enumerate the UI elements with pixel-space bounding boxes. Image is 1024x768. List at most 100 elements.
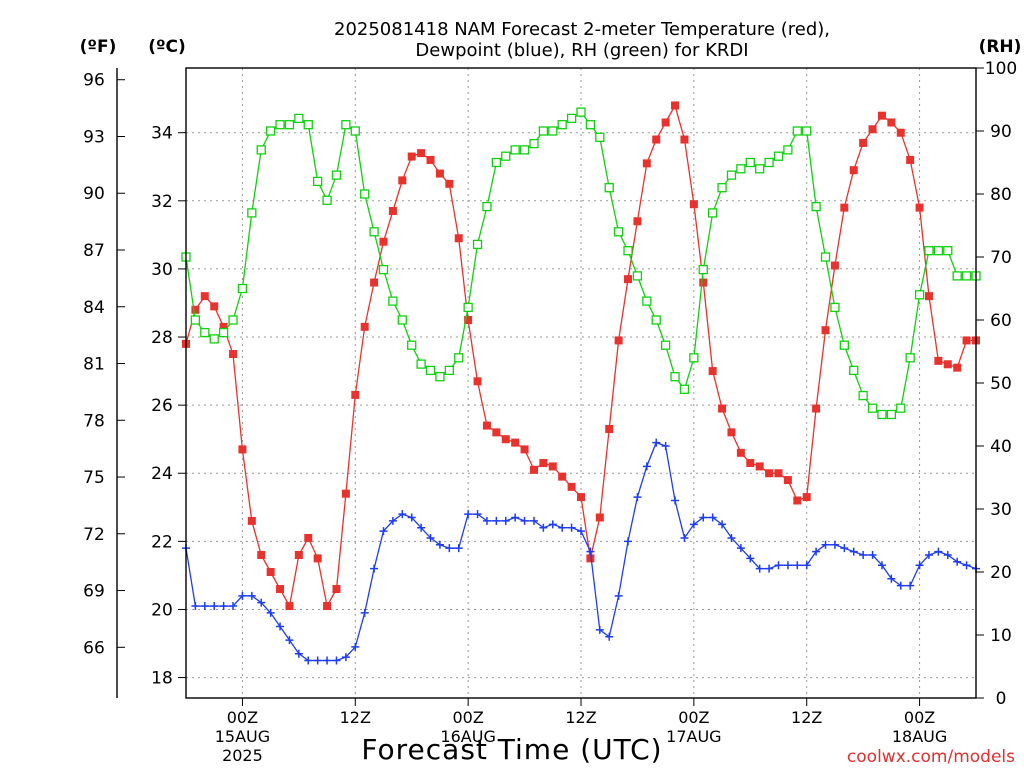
watermark-text: coolwx.com/models [847,747,1015,767]
rh-tick-label: 90 [990,122,1012,142]
rh-point [294,113,304,124]
temperature-point [830,261,839,270]
temperature-point [586,554,595,563]
dewpoint-point [529,516,538,525]
rh-point [228,315,238,325]
rh-point [764,157,774,168]
x-tick-label: 12Z [565,708,596,727]
fahrenheit-tick-label: 66 [83,638,105,658]
rh-point [886,409,897,420]
temperature-point [200,292,209,301]
dewpoint-point [633,493,642,502]
rh-point [585,120,596,130]
temperature-point [407,152,416,161]
rh-point [604,183,614,193]
rh-point [698,264,708,275]
rh-point [247,208,257,218]
dewpoint-point [718,520,727,529]
rh-point [200,327,210,338]
rh-point [256,145,266,155]
celsius-tick-label: 22 [151,532,173,552]
rh-point [482,201,492,212]
dewpoint-point [896,581,905,590]
temperature-point [266,568,275,576]
rh-point [877,409,887,420]
temperature-point [360,322,369,331]
temperature-point [755,462,764,471]
right-axis-label-rh: (RH) [979,37,1022,57]
temperature-point [915,203,924,212]
temperature-point [257,550,266,559]
rh-point [519,145,530,155]
rh-tick-label: 70 [990,248,1012,268]
temperature-point [191,305,200,314]
dewpoint-point [586,547,595,556]
dewpoint-point [671,496,680,505]
temperature-point [341,489,350,498]
dewpoint-point [765,564,774,573]
temperature-point [595,513,604,522]
rh-point [538,126,549,136]
rh-point [369,227,379,237]
axes: 18 20 22 24 26 28 30 32 34 66 69 72 75 78 81 84 87 90 93 96… [83,59,1017,765]
temperature-point [624,275,633,284]
rh-tick-label: 60 [990,311,1012,331]
dewpoint-point [830,540,839,549]
dewpoint-point [200,602,209,611]
temperature-point [464,316,473,324]
rh-point [209,334,219,344]
dewpoint-point [266,608,275,617]
rh-tick-label: 20 [990,563,1012,583]
celsius-tick-label: 34 [151,124,173,144]
rh-point [491,157,502,168]
rh-point [783,145,793,155]
dewpoint-point [821,540,830,549]
temperature-point [294,550,303,559]
dewpoint-point [924,550,933,559]
temperature-point [699,278,708,287]
dewpoint-point [360,608,369,617]
rh-point [839,340,849,350]
rh-point [350,126,360,136]
temperature-point [896,128,905,137]
temperature-point [868,125,877,134]
left-axis-label-fahrenheit: (ºF) [80,37,117,57]
dewpoint-point [229,602,238,611]
dewpoint-point [492,516,501,525]
temperature-point [417,149,426,158]
rh-point [632,271,643,281]
dewpoint-point [294,649,303,658]
temperature-point [859,138,868,147]
celsius-tick-label: 26 [151,396,173,416]
rh-point [623,246,633,256]
dewpoint-point [783,561,792,570]
temperature-point [614,336,623,345]
x-tick-date-label: 18AUG [892,727,947,746]
rh-point [773,151,784,161]
rh-point [689,353,699,363]
temperature-point [943,360,952,369]
temperature-point [877,111,886,120]
celsius-tick-label: 32 [151,192,173,212]
temperature-point [708,367,717,376]
dewpoint-point [915,561,924,570]
celsius-tick-label: 18 [151,669,173,689]
dewpoint-point [802,561,811,570]
temperature-point [924,292,933,301]
temperature-point [765,469,774,478]
rh-point [331,170,342,180]
rh-point [943,246,953,256]
dewpoint-point [774,561,783,570]
temperature-point [370,278,379,287]
dewpoint-point [435,540,444,549]
dewpoint-point [511,513,520,522]
x-tick-label: 12Z [791,708,822,727]
rh-point [792,126,802,136]
dewpoint-point [953,557,962,566]
celsius-tick-label: 20 [151,600,173,620]
rh-point [303,120,313,130]
rh-point [858,390,868,401]
temperature-point [633,217,642,226]
temperature-point [276,585,285,594]
